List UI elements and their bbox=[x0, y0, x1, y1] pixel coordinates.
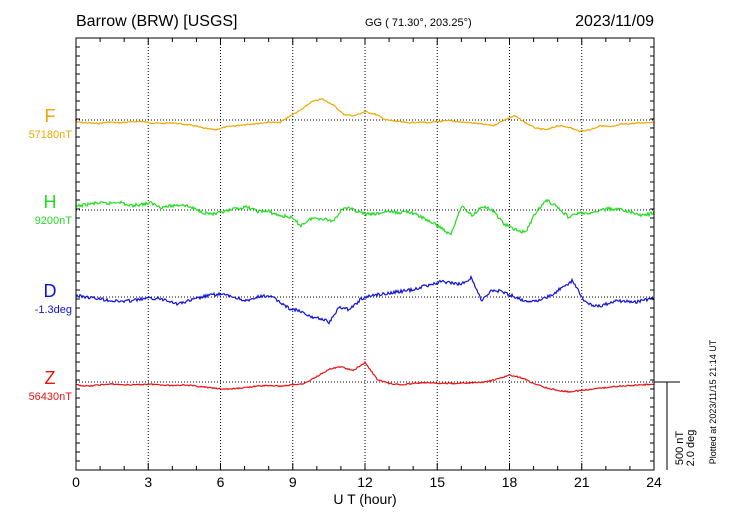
x-tick-label: 21 bbox=[574, 474, 590, 490]
series-traces bbox=[75, 98, 655, 394]
series-baseline-D: -1.3deg bbox=[35, 304, 72, 316]
series-baseline-H: 9200nT bbox=[35, 215, 73, 227]
station-coords: GG ( 71.30°, 203.25°) bbox=[365, 17, 472, 29]
series-line-F bbox=[75, 98, 655, 133]
date-label: 2023/11/09 bbox=[575, 13, 654, 30]
axis-ticks bbox=[75, 37, 655, 471]
series-line-H bbox=[75, 198, 655, 236]
x-tick-label: 9 bbox=[289, 474, 297, 490]
x-tick-label: 3 bbox=[144, 474, 152, 490]
series-name-D: D bbox=[44, 281, 57, 301]
x-tick-labels: 0 3 6 9 12 15 18 21 24 bbox=[72, 474, 662, 490]
scale-bar: 500 nT 2.0 deg bbox=[654, 381, 697, 470]
series-baseline-Z: 56430nT bbox=[29, 391, 73, 403]
x-tick-label: 15 bbox=[429, 474, 445, 490]
station-title: Barrow (BRW) [USGS] bbox=[76, 13, 238, 30]
series-name-H: H bbox=[44, 192, 57, 212]
series-baseline-F: 57180nT bbox=[29, 129, 73, 141]
x-axis-label: U T (hour) bbox=[333, 491, 396, 507]
plotted-timestamp: Plotted at 2023/11/15 21:14 UT bbox=[708, 339, 718, 464]
series-line-Z bbox=[75, 360, 655, 394]
x-tick-label: 12 bbox=[357, 474, 373, 490]
x-tick-label: 6 bbox=[217, 474, 225, 490]
grid-lines bbox=[76, 38, 654, 470]
series-line-D bbox=[75, 274, 655, 325]
series-labels: F 57180nT H 9200nT D -1.3deg Z 56430nT bbox=[29, 106, 73, 403]
x-tick-label: 24 bbox=[646, 474, 662, 490]
series-name-F: F bbox=[45, 106, 56, 126]
series-name-Z: Z bbox=[45, 368, 56, 388]
scale-nt-label: 500 nT bbox=[674, 431, 686, 466]
scale-deg-label: 2.0 deg bbox=[685, 430, 697, 467]
x-tick-label: 18 bbox=[502, 474, 518, 490]
x-tick-label: 0 bbox=[72, 474, 80, 490]
